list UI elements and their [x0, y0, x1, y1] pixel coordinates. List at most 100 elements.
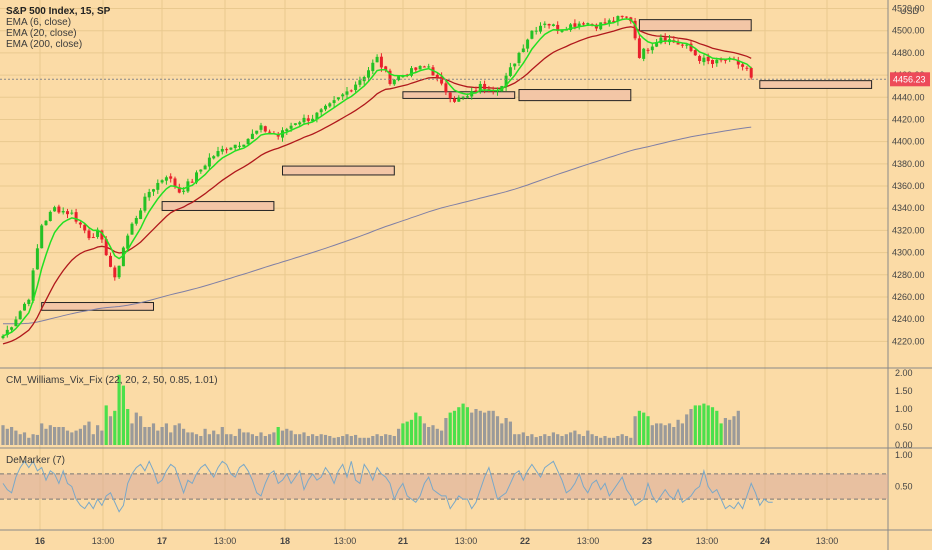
candle-body[interactable]	[160, 180, 164, 183]
supply-demand-zone[interactable]	[161, 201, 275, 211]
vix-fix-bar[interactable]	[513, 434, 517, 445]
vix-fix-bar[interactable]	[280, 430, 285, 445]
vix-fix-bar[interactable]	[478, 410, 482, 445]
candle-body[interactable]	[126, 235, 130, 249]
vix-fix-bar[interactable]	[685, 414, 689, 445]
vix-fix-bar[interactable]	[723, 418, 727, 445]
candle-body[interactable]	[336, 97, 340, 100]
vix-fix-bar[interactable]	[366, 437, 371, 445]
vix-fix-bar[interactable]	[444, 418, 448, 445]
candle-body[interactable]	[586, 23, 590, 25]
vix-fix-bar[interactable]	[199, 436, 203, 445]
vix-fix-bar[interactable]	[715, 410, 719, 445]
candle-body[interactable]	[113, 267, 117, 278]
candle-body[interactable]	[547, 23, 551, 26]
candle-body[interactable]	[465, 96, 469, 98]
vix-fix-bar[interactable]	[349, 436, 353, 445]
vix-fix-bar[interactable]	[306, 436, 310, 445]
candle-body[interactable]	[246, 138, 250, 145]
vix-fix-bar[interactable]	[255, 436, 259, 445]
vix-fix-bar[interactable]	[362, 437, 366, 445]
vix-fix-bar[interactable]	[298, 434, 302, 445]
candle-body[interactable]	[332, 100, 336, 104]
vix-fix-bar[interactable]	[328, 436, 332, 445]
ema20-label[interactable]: EMA (20, close)	[6, 28, 77, 39]
candle-body[interactable]	[663, 37, 667, 42]
candle-body[interactable]	[164, 177, 168, 181]
candle-body[interactable]	[44, 220, 48, 226]
candle-body[interactable]	[216, 151, 220, 157]
vix-fix-bar[interactable]	[212, 430, 216, 445]
vix-fix-bar[interactable]	[414, 412, 418, 445]
vix-fix-bar[interactable]	[74, 430, 78, 445]
candle-body[interactable]	[573, 23, 577, 27]
vix-fix-bar[interactable]	[564, 434, 568, 445]
vix-fix-bar[interactable]	[113, 410, 117, 445]
candle-body[interactable]	[349, 90, 353, 92]
candle-body[interactable]	[453, 98, 456, 102]
candle-body[interactable]	[698, 56, 702, 61]
candle-body[interactable]	[418, 65, 422, 70]
candle-body[interactable]	[96, 229, 100, 237]
candle-body[interactable]	[268, 131, 272, 133]
candle-body[interactable]	[289, 125, 293, 129]
vix-fix-bar[interactable]	[139, 416, 143, 445]
vix-fix-bar[interactable]	[182, 428, 186, 445]
candle-body[interactable]	[48, 211, 52, 222]
candle-body[interactable]	[685, 44, 689, 46]
vix-fix-bar[interactable]	[302, 432, 306, 445]
vix-fix-bar[interactable]	[173, 425, 177, 445]
vix-fix-bar[interactable]	[126, 409, 130, 445]
vix-fix-bar[interactable]	[663, 425, 667, 445]
candle-body[interactable]	[607, 20, 611, 24]
candle-body[interactable]	[625, 16, 628, 18]
vix-fix-bar[interactable]	[388, 434, 392, 445]
candle-body[interactable]	[263, 126, 267, 132]
candle-body[interactable]	[551, 24, 555, 26]
vix-fix-bar[interactable]	[672, 427, 676, 445]
vix-fix-bar[interactable]	[646, 416, 650, 445]
candle-body[interactable]	[577, 23, 581, 27]
vix-fix-bar[interactable]	[637, 410, 641, 445]
vix-fix-bar[interactable]	[418, 416, 422, 445]
candle-body[interactable]	[182, 190, 186, 192]
vix-fix-bar[interactable]	[263, 436, 267, 445]
vix-fix-bar[interactable]	[285, 428, 289, 445]
vix-fix-bar[interactable]	[147, 427, 151, 445]
candle-body[interactable]	[40, 225, 44, 249]
candle-body[interactable]	[225, 149, 229, 151]
vix-fix-bar[interactable]	[10, 427, 14, 445]
vix-fix-bar[interactable]	[31, 434, 35, 445]
vix-fix-bar[interactable]	[14, 430, 18, 445]
vix-fix-bar[interactable]	[190, 432, 194, 445]
candle-body[interactable]	[461, 96, 465, 98]
candle-body[interactable]	[603, 22, 607, 24]
vix-fix-bar[interactable]	[728, 419, 732, 445]
vix-fix-bar[interactable]	[53, 427, 57, 445]
candle-body[interactable]	[195, 172, 198, 183]
candle-body[interactable]	[397, 76, 401, 81]
candle-body[interactable]	[152, 189, 155, 192]
vix-fix-bar[interactable]	[642, 412, 646, 445]
candle-body[interactable]	[534, 30, 538, 32]
vix-fix-legend[interactable]: CM_Williams_Vix_Fix (22, 20, 2, 50, 0.85…	[6, 375, 218, 386]
vix-fix-bar[interactable]	[624, 436, 629, 445]
candle-body[interactable]	[371, 62, 375, 72]
vix-fix-bar[interactable]	[551, 432, 555, 445]
candle-body[interactable]	[388, 70, 392, 84]
candle-body[interactable]	[173, 178, 177, 188]
vix-fix-bar[interactable]	[70, 432, 74, 445]
vix-fix-bar[interactable]	[667, 423, 672, 445]
candle-body[interactable]	[435, 74, 439, 78]
vix-fix-bar[interactable]	[495, 416, 500, 445]
vix-fix-bar[interactable]	[332, 437, 336, 445]
candle-body[interactable]	[650, 46, 654, 51]
vix-fix-bar[interactable]	[504, 418, 508, 445]
vix-fix-bar[interactable]	[311, 434, 315, 445]
candle-body[interactable]	[121, 247, 125, 267]
candle-body[interactable]	[207, 157, 211, 167]
candle-body[interactable]	[508, 67, 512, 76]
vix-fix-bar[interactable]	[336, 437, 340, 445]
vix-fix-bar[interactable]	[143, 427, 147, 445]
candle-body[interactable]	[530, 30, 534, 39]
